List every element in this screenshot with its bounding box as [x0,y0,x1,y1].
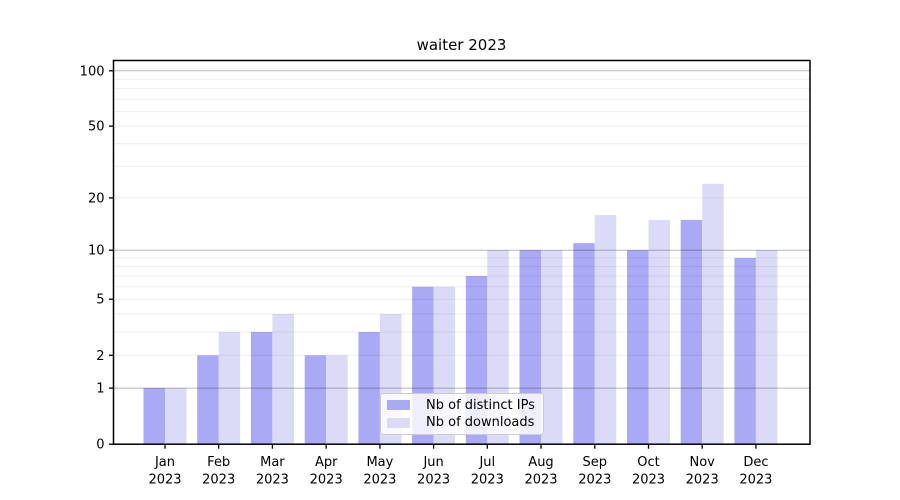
legend-swatch-distinct-ips [387,400,410,411]
bar-ips-apr [304,355,327,445]
x-tick-label-month-dec: Dec [743,455,768,470]
x-tick-label-month-may: May [366,455,393,470]
bar-downloads-feb [218,332,241,445]
x-tick-label-month-nov: Nov [690,455,716,470]
x-tick-label-month-aug: Aug [528,455,553,470]
legend-item-distinct-ips: Nb of distinct IPs [381,397,543,413]
bar-ips-dec [734,257,756,445]
y-tick-label-20: 20 [88,191,105,206]
legend: Nb of distinct IPs Nb of downloads [380,393,544,435]
bar-ips-jan [143,388,165,445]
x-tick-label-year-dec: 2023 [739,473,772,488]
bar-ips-mar [250,332,273,445]
legend-label-downloads: Nb of downloads [426,415,535,431]
bar-downloads-apr [326,355,348,445]
x-tick-label-year-oct: 2023 [632,473,665,488]
y-tick-label-100: 100 [80,64,105,79]
x-tick-label-month-apr: Apr [315,455,338,470]
x-tick-label-year-may: 2023 [363,473,396,488]
bars-series-downloads [165,183,778,445]
x-tick-label-year-mar: 2023 [256,473,289,488]
bar-ips-oct [627,250,649,445]
bar-downloads-sep [594,215,617,445]
x-tick-label-year-nov: 2023 [686,473,719,488]
x-tick-label-month-feb: Feb [207,455,230,470]
chart-title: waiter 2023 [416,36,507,54]
x-tick-label-month-jul: Jul [478,455,495,470]
x-tick-label-year-sep: 2023 [578,473,611,488]
bar-downloads-nov [702,183,724,445]
x-tick-label-year-feb: 2023 [202,473,235,488]
x-tick-label-year-jan: 2023 [148,473,181,488]
x-tick-label-year-jul: 2023 [471,473,504,488]
x-tick-label-year-apr: 2023 [310,473,343,488]
y-axis: 0 1 2 5 10 20 50 100 [80,64,114,453]
plot-spines [112,59,811,445]
legend-item-downloads: Nb of downloads [381,415,543,431]
bar-ips-nov [680,219,703,445]
bar-ips-sep [573,243,595,445]
bar-ips-may [358,332,380,445]
y-tick-label-2: 2 [96,349,104,364]
x-tick-label-month-jan: Jan [154,455,175,470]
x-axis: Jan 2023 Feb 2023 Mar 2023 Apr 2023 May 2023 Jun 20… [148,444,772,488]
x-tick-label-year-aug: 2023 [524,473,557,488]
y-gridlines [113,70,810,389]
y-tick-label-50: 50 [88,120,105,135]
y-tick-label-10: 10 [88,244,105,259]
legend-swatch-downloads [387,417,410,428]
x-tick-label-month-mar: Mar [260,455,285,470]
legend-label-distinct-ips: Nb of distinct IPs [426,397,535,413]
y-tick-label-5: 5 [96,293,104,308]
y-tick-label-0: 0 [96,438,104,453]
bar-downloads-dec [755,250,778,445]
bar-downloads-aug [541,250,563,445]
x-tick-label-month-jun: Jun [422,455,443,470]
bar-downloads-jan [165,388,187,445]
x-tick-label-month-oct: Oct [637,455,659,470]
x-tick-label-year-jun: 2023 [417,473,450,488]
bar-downloads-oct [648,219,670,445]
y-tick-label-1: 1 [96,382,104,397]
bar-ips-feb [197,355,219,445]
bar-downloads-mar [272,314,294,445]
x-tick-label-month-sep: Sep [583,455,608,470]
